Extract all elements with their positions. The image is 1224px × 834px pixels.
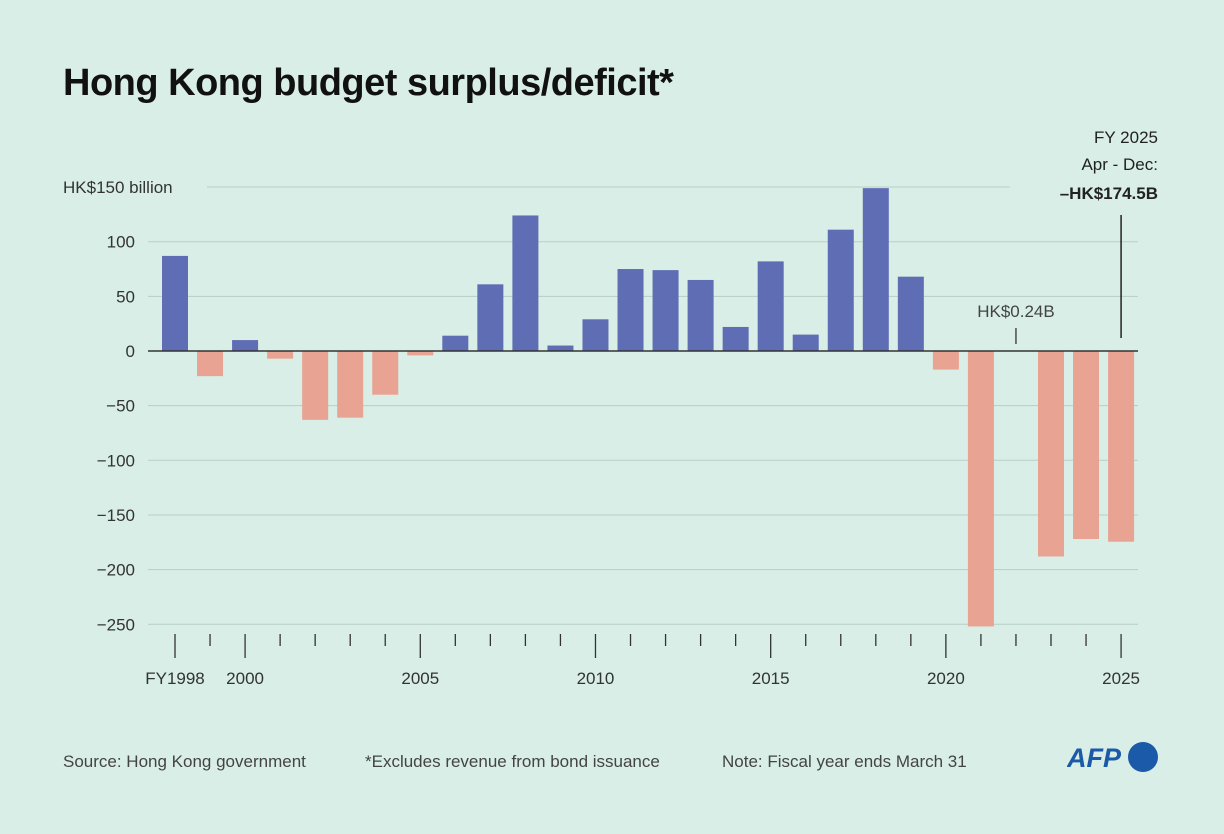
bar-2020 xyxy=(932,351,959,370)
x-axis-labels: FY1998 2000 2005 2010 2015 2020 2025 xyxy=(145,669,1140,688)
annotation-2025-line: FY 2025 xyxy=(1094,128,1158,147)
bar-2024 xyxy=(1073,351,1100,539)
bar-2002 xyxy=(302,351,329,420)
y-tick-label: 0 xyxy=(126,342,135,361)
bar-2021 xyxy=(967,351,994,627)
footnote-bond: *Excludes revenue from bond issuance xyxy=(365,752,660,771)
y-tick-label: HK$150 billion xyxy=(63,178,173,197)
y-tick-label: −250 xyxy=(97,615,135,634)
bar-2005 xyxy=(407,351,434,356)
footnote-fiscal-year: Note: Fiscal year ends March 31 xyxy=(722,752,967,771)
bar-2015 xyxy=(757,261,784,351)
bar-2008 xyxy=(512,215,539,351)
afp-logo: AFP xyxy=(1067,742,1158,773)
source-note: Source: Hong Kong government xyxy=(63,752,306,771)
bar-2012 xyxy=(652,270,679,351)
y-tick-label: −200 xyxy=(97,561,135,580)
annotation-2025-line: Apr - Dec: xyxy=(1081,155,1158,174)
bar-2023 xyxy=(1038,351,1064,557)
bar-2018 xyxy=(862,188,889,351)
annotation-2025-line: –HK$174.5B xyxy=(1060,184,1158,203)
bar-2017 xyxy=(827,229,854,351)
annotations: HK$0.24B FY 2025 Apr - Dec: –HK$174.5B xyxy=(977,128,1158,344)
bar-2001 xyxy=(267,351,294,359)
x-tick-label: 2000 xyxy=(226,669,264,688)
x-tick-label: 2015 xyxy=(752,669,790,688)
y-tick-label: 100 xyxy=(107,233,135,252)
bar-2019 xyxy=(897,276,924,351)
y-tick-label: −150 xyxy=(97,506,135,525)
x-tick-label: 2020 xyxy=(927,669,965,688)
x-axis xyxy=(148,350,1138,658)
x-tick-label: FY1998 xyxy=(145,669,205,688)
bar-2011 xyxy=(617,269,644,351)
bar-2016 xyxy=(792,334,819,351)
bar-2000 xyxy=(232,340,259,351)
y-tick-label: 50 xyxy=(116,287,135,306)
bar-2007 xyxy=(477,284,504,351)
bar-2006 xyxy=(442,335,469,351)
chart-title: Hong Kong budget surplus/deficit* xyxy=(63,62,674,104)
y-tick-label: −100 xyxy=(97,451,135,470)
bar-2010 xyxy=(582,319,609,351)
svg-text:AFP: AFP xyxy=(1067,743,1122,773)
bar-2003 xyxy=(337,351,364,418)
bars xyxy=(162,188,1135,627)
y-tick-label: −50 xyxy=(106,397,135,416)
annotation-2022: HK$0.24B xyxy=(977,302,1055,321)
bar-2013 xyxy=(687,279,714,351)
bar-2004 xyxy=(372,351,399,395)
x-tick-label: 2010 xyxy=(577,669,615,688)
bar-1999 xyxy=(197,351,224,377)
y-axis-labels: HK$150 billion 100 50 0 −50 −100 −150 −200 −250 xyxy=(63,178,173,634)
bar-2014 xyxy=(722,326,749,351)
x-tick-label: 2025 xyxy=(1102,669,1140,688)
bar-1998 xyxy=(162,255,188,351)
bar-2009 xyxy=(547,345,574,351)
bar-2025 xyxy=(1108,351,1135,542)
x-tick-label: 2005 xyxy=(401,669,439,688)
